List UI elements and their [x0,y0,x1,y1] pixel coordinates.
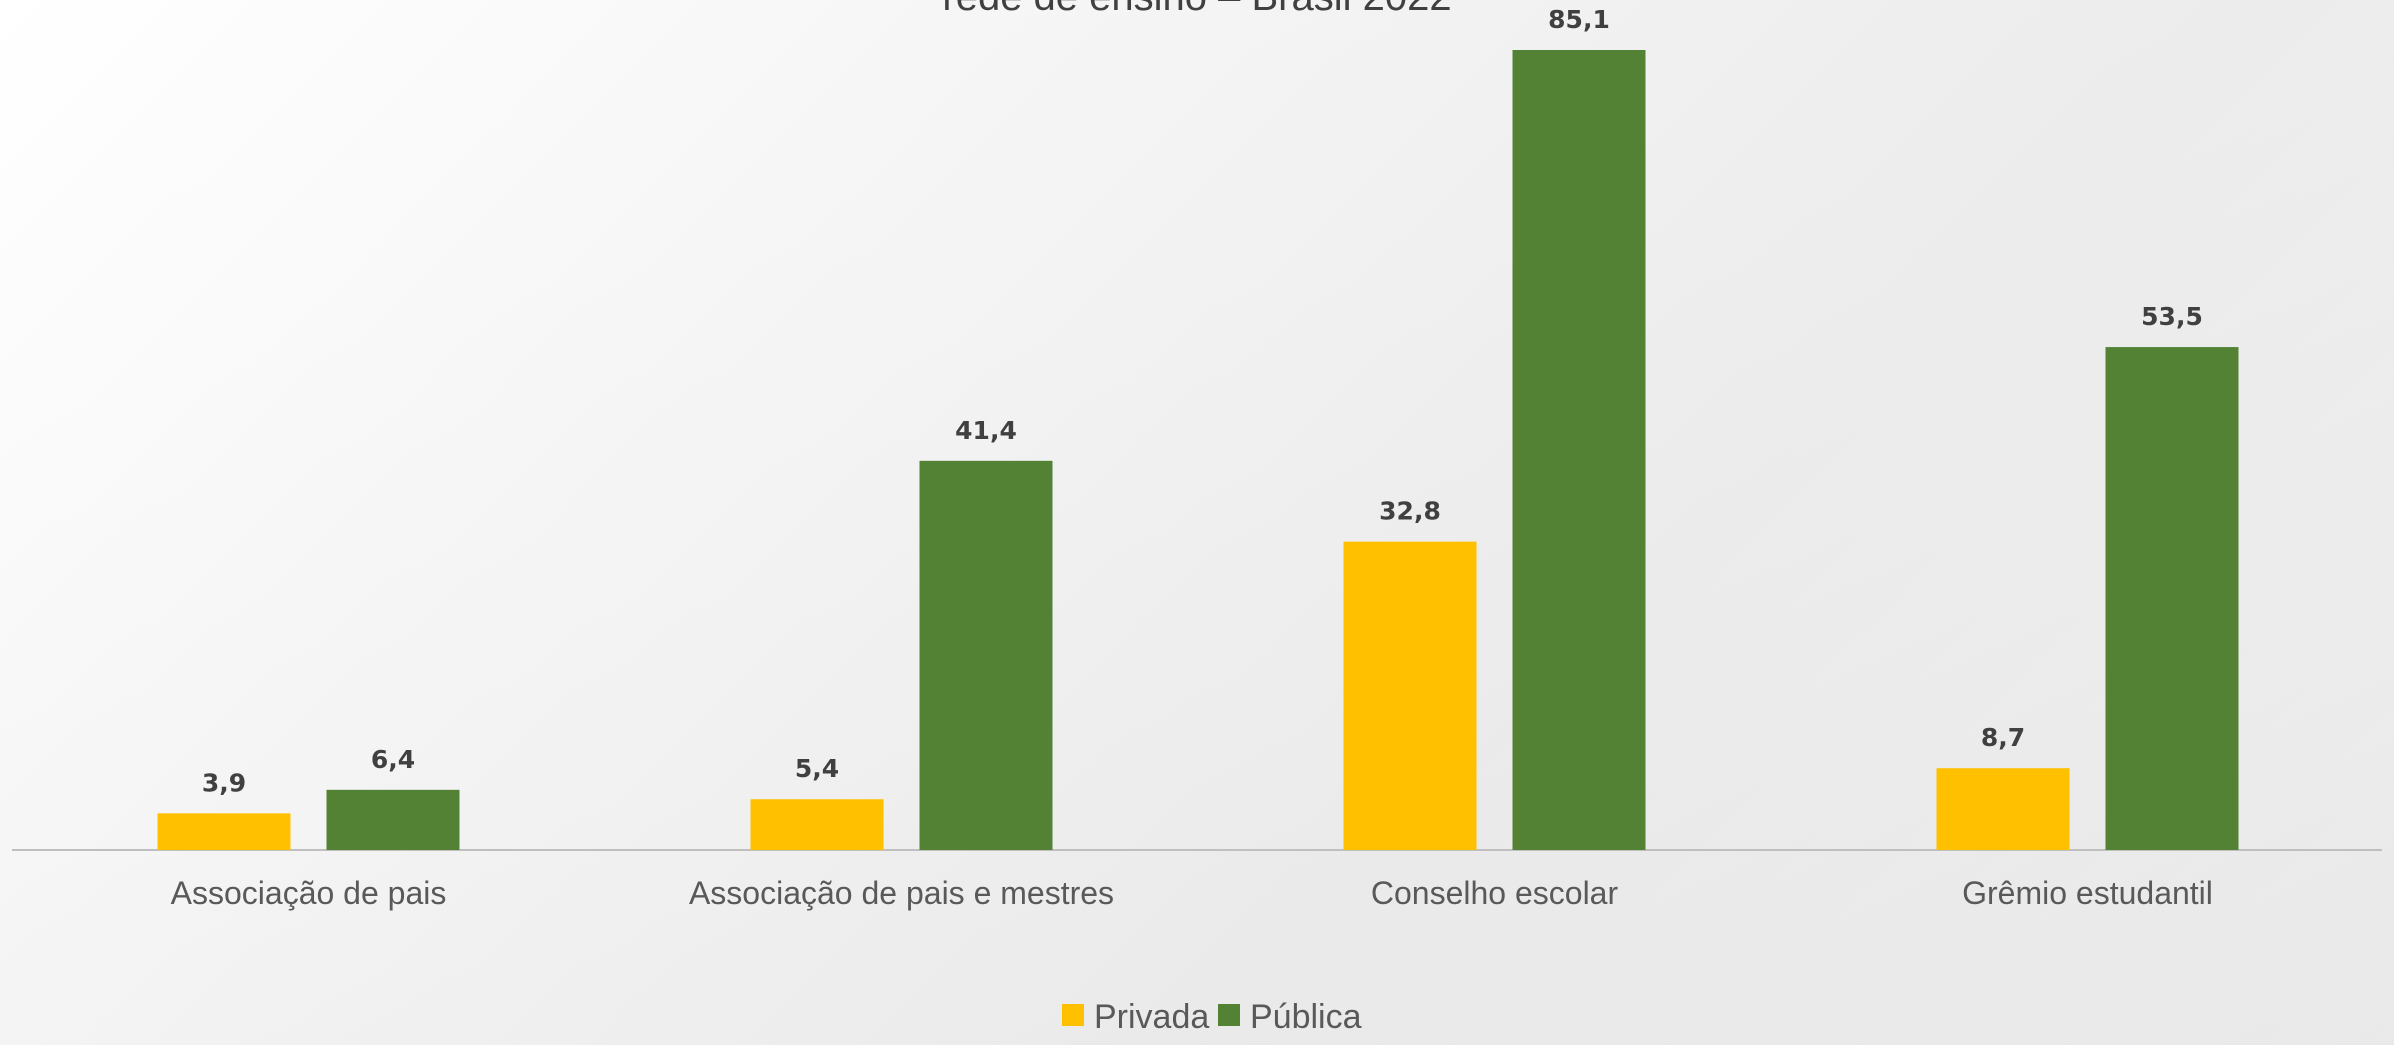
legend-label: Privada [1094,998,1209,1036]
data-label: 3,9 [202,768,246,797]
data-label: 32,8 [1379,497,1441,526]
bar-pública-3 [2105,347,2239,850]
bar-privada-3 [1936,768,2070,850]
category-label: Conselho escolar [1371,875,1619,911]
category-label: Associação de pais e mestres [689,875,1114,911]
chart-title: rede de ensino – Brasil 2022 [942,0,1451,19]
bar-pública-2 [1512,50,1646,850]
data-label: 41,4 [955,416,1017,445]
legend: Privada Pública [1062,998,1362,1036]
bars-group: 3,9 6,4 5,4 41,4 32,8 85,1 8,7 53,5 [157,5,2239,850]
data-label: 5,4 [795,754,839,783]
data-label: 6,4 [371,745,415,774]
data-label: 85,1 [1548,5,1610,34]
category-label: Associação de pais [171,875,447,911]
bar-privada-2 [1343,541,1477,850]
bar-pública-0 [326,789,460,850]
data-label: 53,5 [2141,302,2203,331]
category-labels: Associação de pais Associação de pais e m… [171,875,2213,911]
legend-swatch-pública [1218,1004,1240,1026]
bar-pública-1 [919,460,1053,850]
legend-swatch-privada [1062,1004,1084,1026]
bar-privada-0 [157,813,291,850]
category-label: Grêmio estudantil [1962,875,2213,911]
legend-label: Pública [1250,998,1362,1036]
data-label: 8,7 [1981,723,2025,752]
bar-privada-1 [750,799,884,850]
